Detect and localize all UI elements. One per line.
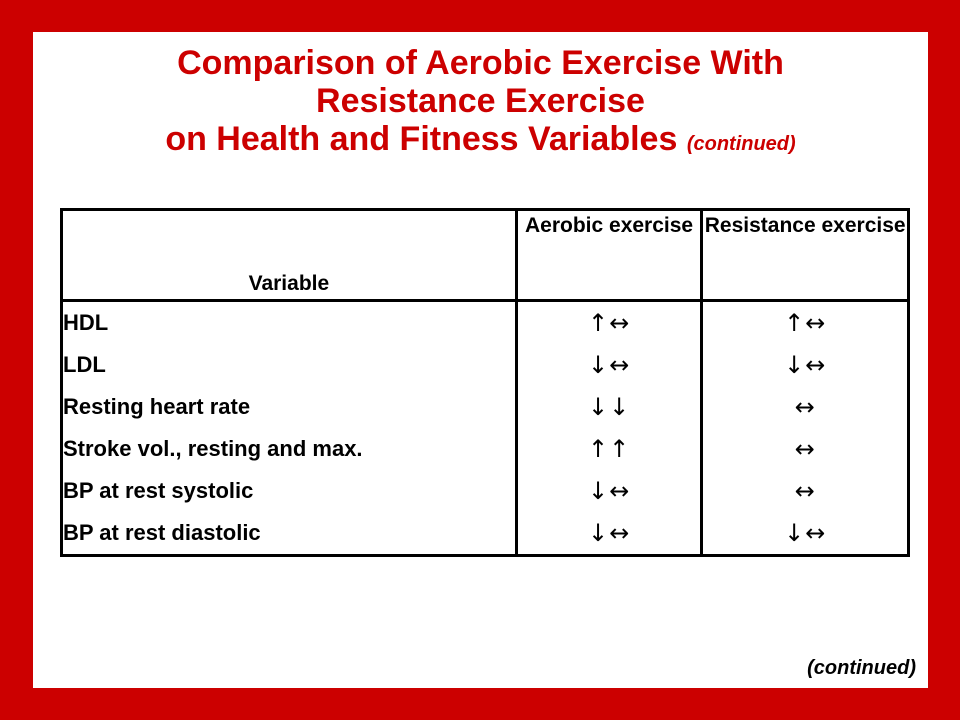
resistance-bp-diastolic-arrows: ↓↔ xyxy=(784,519,827,547)
title-continued: (continued) xyxy=(686,133,796,155)
title-line-3: on Health and Fitness Variables (continu… xyxy=(33,120,928,163)
variable-ldl: LDL xyxy=(63,352,106,377)
variable-column: HDL LDL Resting heart rate Stroke vol., … xyxy=(60,299,518,557)
aerobic-resting-heart-rate-arrows: ↓↓ xyxy=(587,393,631,421)
title-line-2: Resistance Exercise xyxy=(316,82,645,120)
continued-footer: (continued) xyxy=(807,657,916,679)
resistance-hdl-arrows: ↑↔ xyxy=(784,309,827,337)
aerobic-bp-diastolic-arrows: ↓↔ xyxy=(587,519,631,547)
aerobic-bp-systolic-arrows: ↓↔ xyxy=(587,477,631,505)
aerobic-ldl-arrows: ↓↔ xyxy=(587,351,631,379)
resistance-ldl-arrows: ↓↔ xyxy=(784,351,827,379)
variable-resting-heart-rate: Resting heart rate xyxy=(63,394,251,419)
resistance-stroke-volume-arrows: ↔ xyxy=(794,435,816,463)
variable-hdl: HDL xyxy=(63,310,109,335)
title-line-1: Comparison of Aerobic Exercise With xyxy=(177,44,784,82)
table-header-row: Variable Aerobic exercise Resistance exe… xyxy=(60,208,910,302)
resistance-column: ↑↔ ↓↔ ↔ ↔ ↔ ↓↔ xyxy=(700,299,910,557)
aerobic-stroke-volume-arrows: ↑↑ xyxy=(587,435,631,463)
variable-bp-diastolic: BP at rest diastolic xyxy=(63,520,261,545)
comparison-table: Variable Aerobic exercise Resistance exe… xyxy=(60,208,910,557)
header-resistance: Resistance exercise xyxy=(700,208,910,302)
variable-bp-systolic: BP at rest systolic xyxy=(63,478,254,503)
resistance-bp-systolic-arrows: ↔ xyxy=(794,477,816,505)
resistance-resting-heart-rate-arrows: ↔ xyxy=(794,393,816,421)
table-body-row: HDL LDL Resting heart rate Stroke vol., … xyxy=(60,299,910,557)
header-variable: Variable xyxy=(60,208,518,302)
slide-title: Comparison of Aerobic Exercise With Resi… xyxy=(33,44,928,163)
slide-panel: Comparison of Aerobic Exercise With Resi… xyxy=(33,32,928,688)
title-line-3-main: on Health and Fitness Variables xyxy=(165,120,678,158)
variable-stroke-volume: Stroke vol., resting and max. xyxy=(63,436,363,461)
header-aerobic: Aerobic exercise xyxy=(514,208,704,302)
aerobic-hdl-arrows: ↑↔ xyxy=(587,309,631,337)
aerobic-column: ↑↔ ↓↔ ↓↓ ↑↑ ↓↔ ↓↔ xyxy=(514,299,704,557)
